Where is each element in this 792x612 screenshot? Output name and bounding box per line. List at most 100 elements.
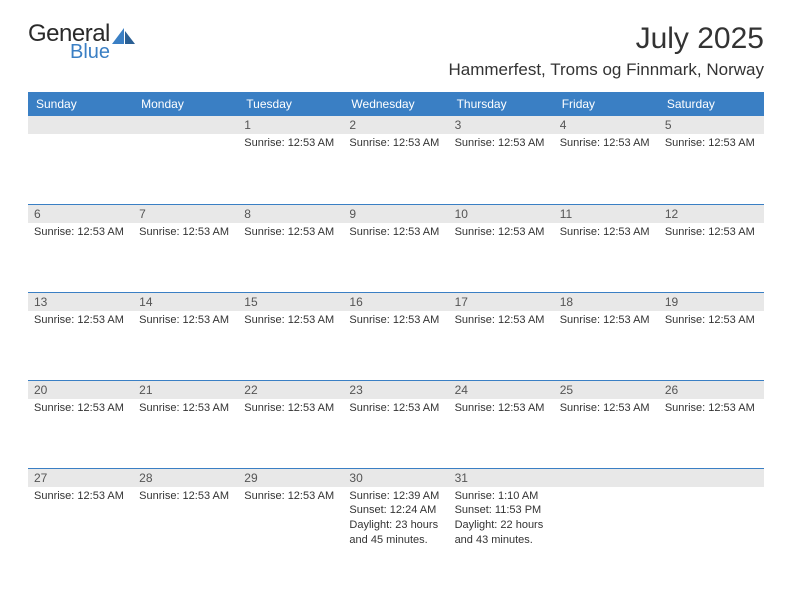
day-detail-line: Sunrise: 12:53 AM xyxy=(34,401,127,416)
day-details: Sunrise: 12:53 AM xyxy=(554,311,659,330)
day-number xyxy=(554,469,659,487)
day-detail-line: Sunrise: 12:53 AM xyxy=(139,313,232,328)
day-detail-line: Sunrise: 12:53 AM xyxy=(244,489,337,504)
day-details: Sunrise: 12:53 AM xyxy=(28,223,133,242)
logo: General Blue xyxy=(28,22,136,62)
calendar-day-cell: 2 Sunrise: 12:53 AM xyxy=(343,116,448,204)
day-details: Sunrise: 1:10 AMSunset: 11:53 PMDaylight… xyxy=(449,487,554,550)
day-details: Sunrise: 12:53 AM xyxy=(659,223,764,242)
weekday-header: Monday xyxy=(133,92,238,116)
calendar-day-cell: 20Sunrise: 12:53 AM xyxy=(28,380,133,468)
day-detail-line: Sunrise: 12:53 AM xyxy=(139,401,232,416)
day-details: Sunrise: 12:53 AM xyxy=(449,399,554,418)
day-detail-line: Daylight: 23 hours and 45 minutes. xyxy=(349,518,442,548)
day-details: Sunrise: 12:53 AM xyxy=(343,399,448,418)
day-details: Sunrise: 12:53 AM xyxy=(28,311,133,330)
calendar-day-cell: 22Sunrise: 12:53 AM xyxy=(238,380,343,468)
day-number: 5 xyxy=(659,116,764,134)
calendar-day-cell: 29Sunrise: 12:53 AM xyxy=(238,468,343,556)
day-detail-line: Sunrise: 12:53 AM xyxy=(349,225,442,240)
day-details: Sunrise: 12:53 AM xyxy=(133,223,238,242)
day-detail-line: Sunset: 11:53 PM xyxy=(455,503,548,518)
weekday-header: Saturday xyxy=(659,92,764,116)
day-detail-line: Sunrise: 12:53 AM xyxy=(349,401,442,416)
calendar-day-cell: 31Sunrise: 1:10 AMSunset: 11:53 PMDaylig… xyxy=(449,468,554,556)
calendar-day-cell: 7Sunrise: 12:53 AM xyxy=(133,204,238,292)
day-details: Sunrise: 12:53 AM xyxy=(133,399,238,418)
day-number: 14 xyxy=(133,293,238,311)
day-number: 21 xyxy=(133,381,238,399)
calendar-day-cell: 9Sunrise: 12:53 AM xyxy=(343,204,448,292)
day-details: Sunrise: 12:53 AM xyxy=(343,311,448,330)
weekday-header: Tuesday xyxy=(238,92,343,116)
day-number: 2 xyxy=(343,116,448,134)
day-number: 11 xyxy=(554,205,659,223)
day-detail-line: Sunrise: 12:53 AM xyxy=(455,401,548,416)
day-number: 8 xyxy=(238,205,343,223)
day-detail-line: Sunrise: 12:53 AM xyxy=(665,136,758,151)
calendar-table: SundayMondayTuesdayWednesdayThursdayFrid… xyxy=(28,92,764,556)
day-detail-line: Sunrise: 12:53 AM xyxy=(349,136,442,151)
day-number: 28 xyxy=(133,469,238,487)
day-detail-line: Sunrise: 12:53 AM xyxy=(455,136,548,151)
day-number: 6 xyxy=(28,205,133,223)
day-details: Sunrise: 12:53 AM xyxy=(659,311,764,330)
day-details: Sunrise: 12:53 AM xyxy=(28,487,133,506)
calendar-day-cell xyxy=(133,116,238,204)
logo-text: General Blue xyxy=(28,22,110,62)
calendar-day-cell: 28Sunrise: 12:53 AM xyxy=(133,468,238,556)
day-detail-line: Sunrise: 12:53 AM xyxy=(34,225,127,240)
calendar-day-cell: 4Sunrise: 12:53 AM xyxy=(554,116,659,204)
calendar-day-cell: 30Sunrise: 12:39 AMSunset: 12:24 AMDayli… xyxy=(343,468,448,556)
day-number: 23 xyxy=(343,381,448,399)
day-details: Sunrise: 12:39 AMSunset: 12:24 AMDayligh… xyxy=(343,487,448,550)
day-detail-line: Sunset: 12:24 AM xyxy=(349,503,442,518)
calendar-day-cell: 14 Sunrise: 12:53 AM xyxy=(133,292,238,380)
location-label: Hammerfest, Troms og Finnmark, Norway xyxy=(448,60,764,80)
calendar-day-cell xyxy=(28,116,133,204)
day-details: Sunrise: 12:53 AM xyxy=(659,134,764,153)
day-number: 19 xyxy=(659,293,764,311)
weekday-header: Thursday xyxy=(449,92,554,116)
calendar-day-cell: 6 Sunrise: 12:53 AM xyxy=(28,204,133,292)
day-number: 17 xyxy=(449,293,554,311)
calendar-day-cell: 18Sunrise: 12:53 AM xyxy=(554,292,659,380)
day-number: 15 xyxy=(238,293,343,311)
day-detail-line: Sunrise: 1:10 AM xyxy=(455,489,548,504)
logo-word2: Blue xyxy=(70,42,110,62)
calendar-week-row: 1Sunrise: 12:53 AM2 Sunrise: 12:53 AM 3 Sun… xyxy=(28,116,764,204)
day-detail-line: Sunrise: 12:39 AM xyxy=(349,489,442,504)
day-details: Sunrise: 12:53 AM xyxy=(449,223,554,242)
day-details: Sunrise: 12:53 AM xyxy=(238,399,343,418)
day-detail-line: Sunrise: 12:53 AM xyxy=(665,313,758,328)
day-number: 27 xyxy=(28,469,133,487)
calendar-week-row: 13Sunrise: 12:53 AM14Sunrise: 12:53 AM15… xyxy=(28,292,764,380)
title-block: July 2025 Hammerfest, Troms og Finnmark,… xyxy=(448,22,764,80)
day-number: 31 xyxy=(449,469,554,487)
day-number: 3 xyxy=(449,116,554,134)
page-title: July 2025 xyxy=(448,22,764,56)
weekday-header: Wednesday xyxy=(343,92,448,116)
calendar-day-cell: 24Sunrise: 12:53 AM xyxy=(449,380,554,468)
calendar-header-row: SundayMondayTuesdayWednesdayThursdayFrid… xyxy=(28,92,764,116)
day-details: Sunrise: 12:53 AM xyxy=(238,223,343,242)
calendar-day-cell: 27 Sunrise: 12:53 AM xyxy=(28,468,133,556)
day-details xyxy=(133,134,238,138)
day-detail-line: Sunrise: 12:53 AM xyxy=(34,313,127,328)
calendar-day-cell xyxy=(659,468,764,556)
calendar-day-cell: 1Sunrise: 12:53 AM xyxy=(238,116,343,204)
calendar-day-cell: 23 Sunrise: 12:53 AM xyxy=(343,380,448,468)
day-detail-line: Sunrise: 12:53 AM xyxy=(244,401,337,416)
day-number: 16 xyxy=(343,293,448,311)
calendar-day-cell: 8Sunrise: 12:53 AM xyxy=(238,204,343,292)
day-detail-line: Sunrise: 12:53 AM xyxy=(665,225,758,240)
calendar-day-cell: 21 Sunrise: 12:53 AM xyxy=(133,380,238,468)
day-details: Sunrise: 12:53 AM xyxy=(449,311,554,330)
header: General Blue July 2025 Hammerfest, Troms… xyxy=(28,22,764,80)
day-detail-line: Sunrise: 12:53 AM xyxy=(34,489,127,504)
day-number: 4 xyxy=(554,116,659,134)
calendar-week-row: 20Sunrise: 12:53 AM21Sunrise: 12:53 AM22… xyxy=(28,380,764,468)
day-details: Sunrise: 12:53 AM xyxy=(238,311,343,330)
day-detail-line: Sunrise: 12:53 AM xyxy=(244,313,337,328)
day-details xyxy=(659,487,764,491)
